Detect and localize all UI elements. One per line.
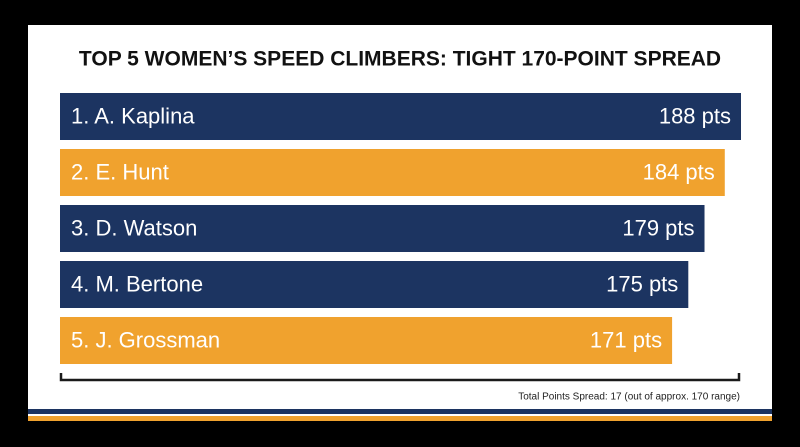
stripe-orange bbox=[28, 416, 772, 421]
bar bbox=[60, 205, 705, 252]
bar bbox=[60, 149, 725, 196]
value-label: 171 pts bbox=[590, 327, 662, 352]
bar-name: 2. E. Hunt bbox=[71, 159, 169, 184]
chart-title: TOP 5 WOMEN’S SPEED CLIMBERS: TIGHT 170-… bbox=[79, 48, 721, 71]
bar-name: 3. D. Watson bbox=[71, 215, 197, 240]
bracket bbox=[59, 373, 741, 382]
bar-name: 4. M. Bertone bbox=[71, 271, 203, 296]
stripe-navy bbox=[28, 409, 772, 414]
value-label: 179 pts bbox=[622, 215, 694, 240]
bar bbox=[60, 261, 689, 308]
bar bbox=[60, 317, 673, 364]
value-label: 188 pts bbox=[659, 103, 731, 128]
bar-name: 1. A. Kaplina bbox=[71, 103, 195, 128]
value-label: 175 pts bbox=[606, 271, 678, 296]
bar-name: 5. J. Grossman bbox=[71, 327, 220, 352]
footnote: Total Points Spread: 17 (out of approx. … bbox=[518, 392, 740, 403]
value-label: 184 pts bbox=[643, 159, 715, 184]
bar bbox=[60, 93, 741, 140]
